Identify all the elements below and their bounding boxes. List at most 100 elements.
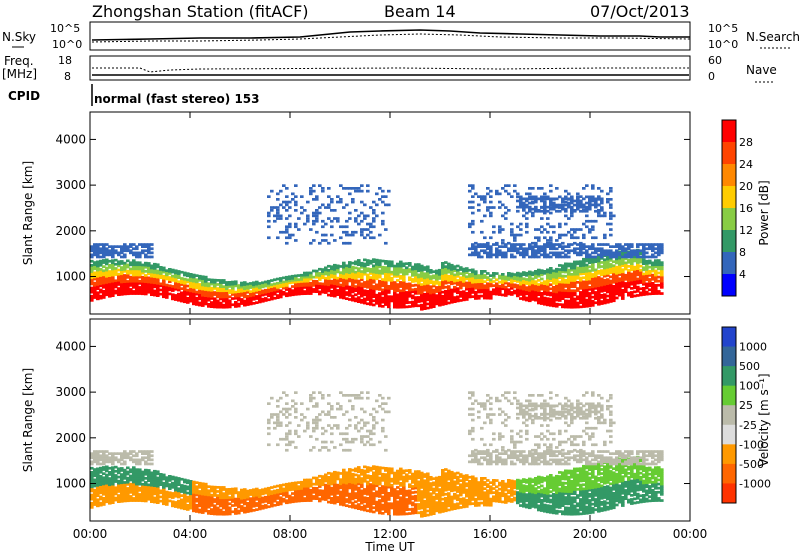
heatmap-cell <box>111 472 115 476</box>
heatmap-cell <box>156 286 160 289</box>
heatmap-cell <box>108 485 112 489</box>
heatmap-cell <box>336 217 340 220</box>
heatmap-cell <box>306 421 310 425</box>
heatmap-cell <box>543 280 547 283</box>
heatmap-cell <box>114 456 118 460</box>
heatmap-cell <box>123 470 127 474</box>
heatmap-cell <box>573 230 577 234</box>
heatmap-cell <box>570 291 574 295</box>
heatmap-cell <box>591 275 595 278</box>
heatmap-cell <box>528 247 532 251</box>
heatmap-cell <box>498 276 502 280</box>
heatmap-cell <box>339 277 343 281</box>
heatmap-cell <box>222 303 226 307</box>
heatmap-cell <box>588 304 592 308</box>
heatmap-cell <box>429 303 433 307</box>
heatmap-cell <box>603 285 607 288</box>
heatmap-cell <box>120 262 124 265</box>
heatmap-cell <box>315 219 319 223</box>
heatmap-cell <box>513 236 517 240</box>
heatmap-cell <box>96 469 100 473</box>
heatmap-cell <box>153 472 157 475</box>
heatmap-cell <box>231 286 235 290</box>
heatmap-cell <box>537 255 541 259</box>
heatmap-cell <box>114 291 118 295</box>
heatmap-cell <box>264 497 268 501</box>
heatmap-cell <box>204 288 208 291</box>
heatmap-cell <box>432 290 436 294</box>
heatmap-cell <box>195 292 199 296</box>
heatmap-cell <box>537 187 541 190</box>
heatmap-cell <box>336 264 340 268</box>
heatmap-cell <box>309 273 313 277</box>
heatmap-cell <box>576 276 580 280</box>
heatmap-cell <box>534 292 538 296</box>
heatmap-cell <box>459 276 463 280</box>
heatmap-cell <box>117 264 121 268</box>
heatmap-cell <box>204 491 208 494</box>
heatmap-cell <box>225 496 229 499</box>
heatmap-cell <box>390 297 394 301</box>
heatmap-cell <box>195 489 199 493</box>
heatmap-cell <box>204 493 208 496</box>
heatmap-cell <box>378 279 382 283</box>
heatmap-cell <box>363 268 367 272</box>
heatmap-cell <box>381 298 385 302</box>
heatmap-cell <box>549 199 553 203</box>
heatmap-cell <box>543 195 547 199</box>
heatmap-cell <box>297 487 301 491</box>
heatmap-cell <box>564 268 568 272</box>
heatmap-cell <box>567 301 571 305</box>
heatmap-cell <box>330 440 334 444</box>
heatmap-cell <box>483 200 487 204</box>
heatmap-cell <box>327 500 331 504</box>
heatmap-cell <box>558 288 562 292</box>
heatmap-cell <box>411 280 415 283</box>
heatmap-cell <box>183 294 187 297</box>
heatmap-cell <box>537 236 541 240</box>
heatmap-cell <box>189 502 193 506</box>
heatmap-cell <box>306 273 310 277</box>
heatmap-cell <box>102 279 106 283</box>
heatmap-cell <box>207 282 211 286</box>
heatmap-cell <box>111 491 115 494</box>
heatmap-cell <box>150 475 154 479</box>
heatmap-cell <box>420 266 424 270</box>
heatmap-cell <box>267 486 271 490</box>
heatmap-cell <box>525 271 529 275</box>
heatmap-cell <box>480 219 484 223</box>
heatmap-cell <box>549 269 553 272</box>
heatmap-cell <box>561 268 565 272</box>
heatmap-cell <box>381 265 385 269</box>
heatmap-cell <box>129 284 133 287</box>
heatmap-cell <box>222 281 226 284</box>
heatmap-cell <box>555 255 559 259</box>
heatmap-cell <box>450 280 454 284</box>
heatmap-cell <box>207 495 211 499</box>
heatmap-cell <box>249 489 253 492</box>
heatmap-cell <box>279 203 283 207</box>
heatmap-cell <box>348 241 352 245</box>
heatmap-cell <box>348 275 352 279</box>
heatmap-cell <box>366 275 370 279</box>
heatmap-cell <box>555 296 559 300</box>
heatmap-cell <box>387 299 391 303</box>
heatmap-cell <box>267 290 271 293</box>
heatmap-cell <box>555 239 559 242</box>
colorbar-tick-label: 16 <box>739 202 753 215</box>
heatmap-cell <box>513 239 517 242</box>
heatmap-cell <box>567 279 571 282</box>
heatmap-cell <box>417 281 421 285</box>
heatmap-cell <box>558 290 562 294</box>
heatmap-cell <box>345 187 349 190</box>
heatmap-cell <box>417 269 421 273</box>
heatmap-cell <box>285 275 289 279</box>
heatmap-cell <box>138 251 142 255</box>
heatmap-cell <box>366 233 370 237</box>
heatmap-cell <box>117 490 121 493</box>
heatmap-cell <box>585 195 589 199</box>
heatmap-cell <box>129 458 133 462</box>
heatmap-cell <box>231 489 235 493</box>
heatmap-cell <box>192 281 196 285</box>
heatmap-cell <box>318 481 322 484</box>
